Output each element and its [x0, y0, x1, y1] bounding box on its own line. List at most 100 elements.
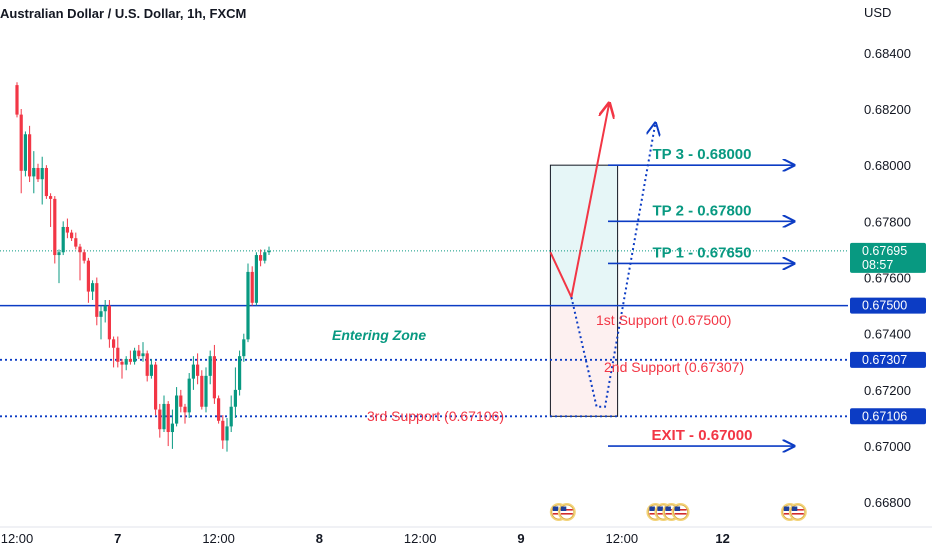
candle-body: [200, 375, 204, 407]
flag-stripe: [674, 513, 687, 515]
candle-body: [196, 364, 200, 376]
candle: [36, 163, 40, 183]
flag-stripe: [791, 509, 804, 511]
candle: [86, 257, 90, 303]
candle-body: [28, 134, 32, 177]
us-flag-icon[interactable]: [788, 503, 807, 521]
candle: [28, 125, 32, 183]
candle: [263, 249, 267, 264]
trade-zone: [549, 164, 619, 417]
candle: [200, 370, 204, 410]
time-tick-label: 9: [517, 531, 524, 546]
chart-title: Australian Dollar / U.S. Dollar, 1h, FXC…: [0, 6, 246, 21]
candle-body: [259, 255, 263, 261]
candle-body: [204, 375, 208, 407]
price-tick-label: 0.68200: [864, 102, 911, 117]
candle: [82, 249, 86, 264]
candle-body: [187, 378, 191, 413]
zone-lower: [550, 305, 618, 417]
flag-canton: [791, 506, 798, 511]
candle: [267, 246, 271, 256]
price-badge: 0.67500: [850, 297, 926, 314]
candle-body: [133, 350, 137, 362]
candle: [95, 277, 99, 326]
candle-body: [233, 389, 237, 407]
price-tick-label: 0.67000: [864, 439, 911, 454]
candle-body: [149, 364, 153, 376]
candle-body: [128, 358, 132, 362]
flag-canton: [674, 506, 681, 511]
candle: [49, 193, 53, 227]
forecast-paths: [549, 103, 655, 408]
badge-bg: [850, 297, 926, 314]
candle: [149, 358, 153, 379]
candle-body: [23, 134, 27, 171]
badge-bg: [850, 351, 926, 368]
event-flag-group[interactable]: [671, 503, 690, 521]
badge-label: 0.67307: [862, 353, 907, 367]
candle-body: [246, 271, 250, 340]
candle: [162, 395, 166, 433]
flag-canton: [560, 506, 567, 511]
event-flag-group[interactable]: [780, 503, 807, 521]
currency-label: USD: [864, 5, 891, 20]
support-2-label: 2nd Support (0.67307): [604, 359, 744, 375]
forecast-dotted-path: [570, 123, 655, 408]
candle: [23, 131, 27, 177]
candle: [103, 300, 107, 323]
candle: [170, 409, 174, 449]
time-tick-label: 12: [715, 531, 729, 546]
candle-body: [40, 167, 44, 180]
candle: [187, 373, 191, 418]
candle-body: [254, 255, 258, 303]
badge-bg: [850, 242, 926, 273]
time-tick-label: 8: [316, 531, 323, 546]
candle: [78, 243, 82, 281]
support-1-label: 1st Support (0.67500): [596, 312, 731, 328]
candle: [57, 249, 61, 284]
price-tick-label: 0.67200: [864, 383, 911, 398]
target-label: TP 2 - 0.67800: [653, 202, 752, 219]
time-tick-label: 12:00: [606, 531, 639, 546]
candle-body: [15, 85, 19, 115]
candle-body: [107, 305, 111, 340]
candle-body: [170, 423, 174, 433]
candle: [74, 232, 78, 250]
candle: [166, 401, 170, 447]
candle: [204, 367, 208, 413]
candle-body: [65, 226, 69, 233]
time-tick-label: 12:00: [404, 531, 437, 546]
candle: [212, 344, 216, 404]
candle: [250, 266, 254, 306]
flag-stripe: [560, 509, 573, 511]
flag-canton: [657, 506, 663, 511]
candle-body: [32, 167, 36, 177]
price-tick-label: 0.67600: [864, 271, 911, 286]
badge-label: 0.67695: [862, 244, 907, 258]
candle: [19, 108, 23, 194]
candle-body: [86, 260, 90, 292]
candle-body: [154, 364, 158, 410]
candle-body: [57, 252, 61, 256]
flag-stripe: [560, 513, 573, 515]
flag-canton: [552, 506, 559, 511]
us-flag-icon[interactable]: [557, 503, 576, 521]
price-tick-label: 0.67400: [864, 327, 911, 342]
flag-canton: [665, 506, 671, 511]
candle-body: [53, 198, 57, 256]
economic-event-flags[interactable]: [549, 503, 807, 521]
candle: [112, 336, 116, 368]
candle: [154, 361, 158, 416]
candle: [65, 218, 69, 239]
price-badge: 0.67106: [850, 408, 926, 425]
price-tick-label: 0.66800: [864, 495, 911, 510]
candle-body: [229, 406, 233, 427]
candle: [128, 350, 132, 365]
candle-body: [95, 283, 99, 317]
us-flag-icon[interactable]: [671, 503, 690, 521]
event-flag-group[interactable]: [549, 503, 576, 521]
candle-body: [103, 305, 107, 312]
candle-body: [78, 246, 82, 253]
